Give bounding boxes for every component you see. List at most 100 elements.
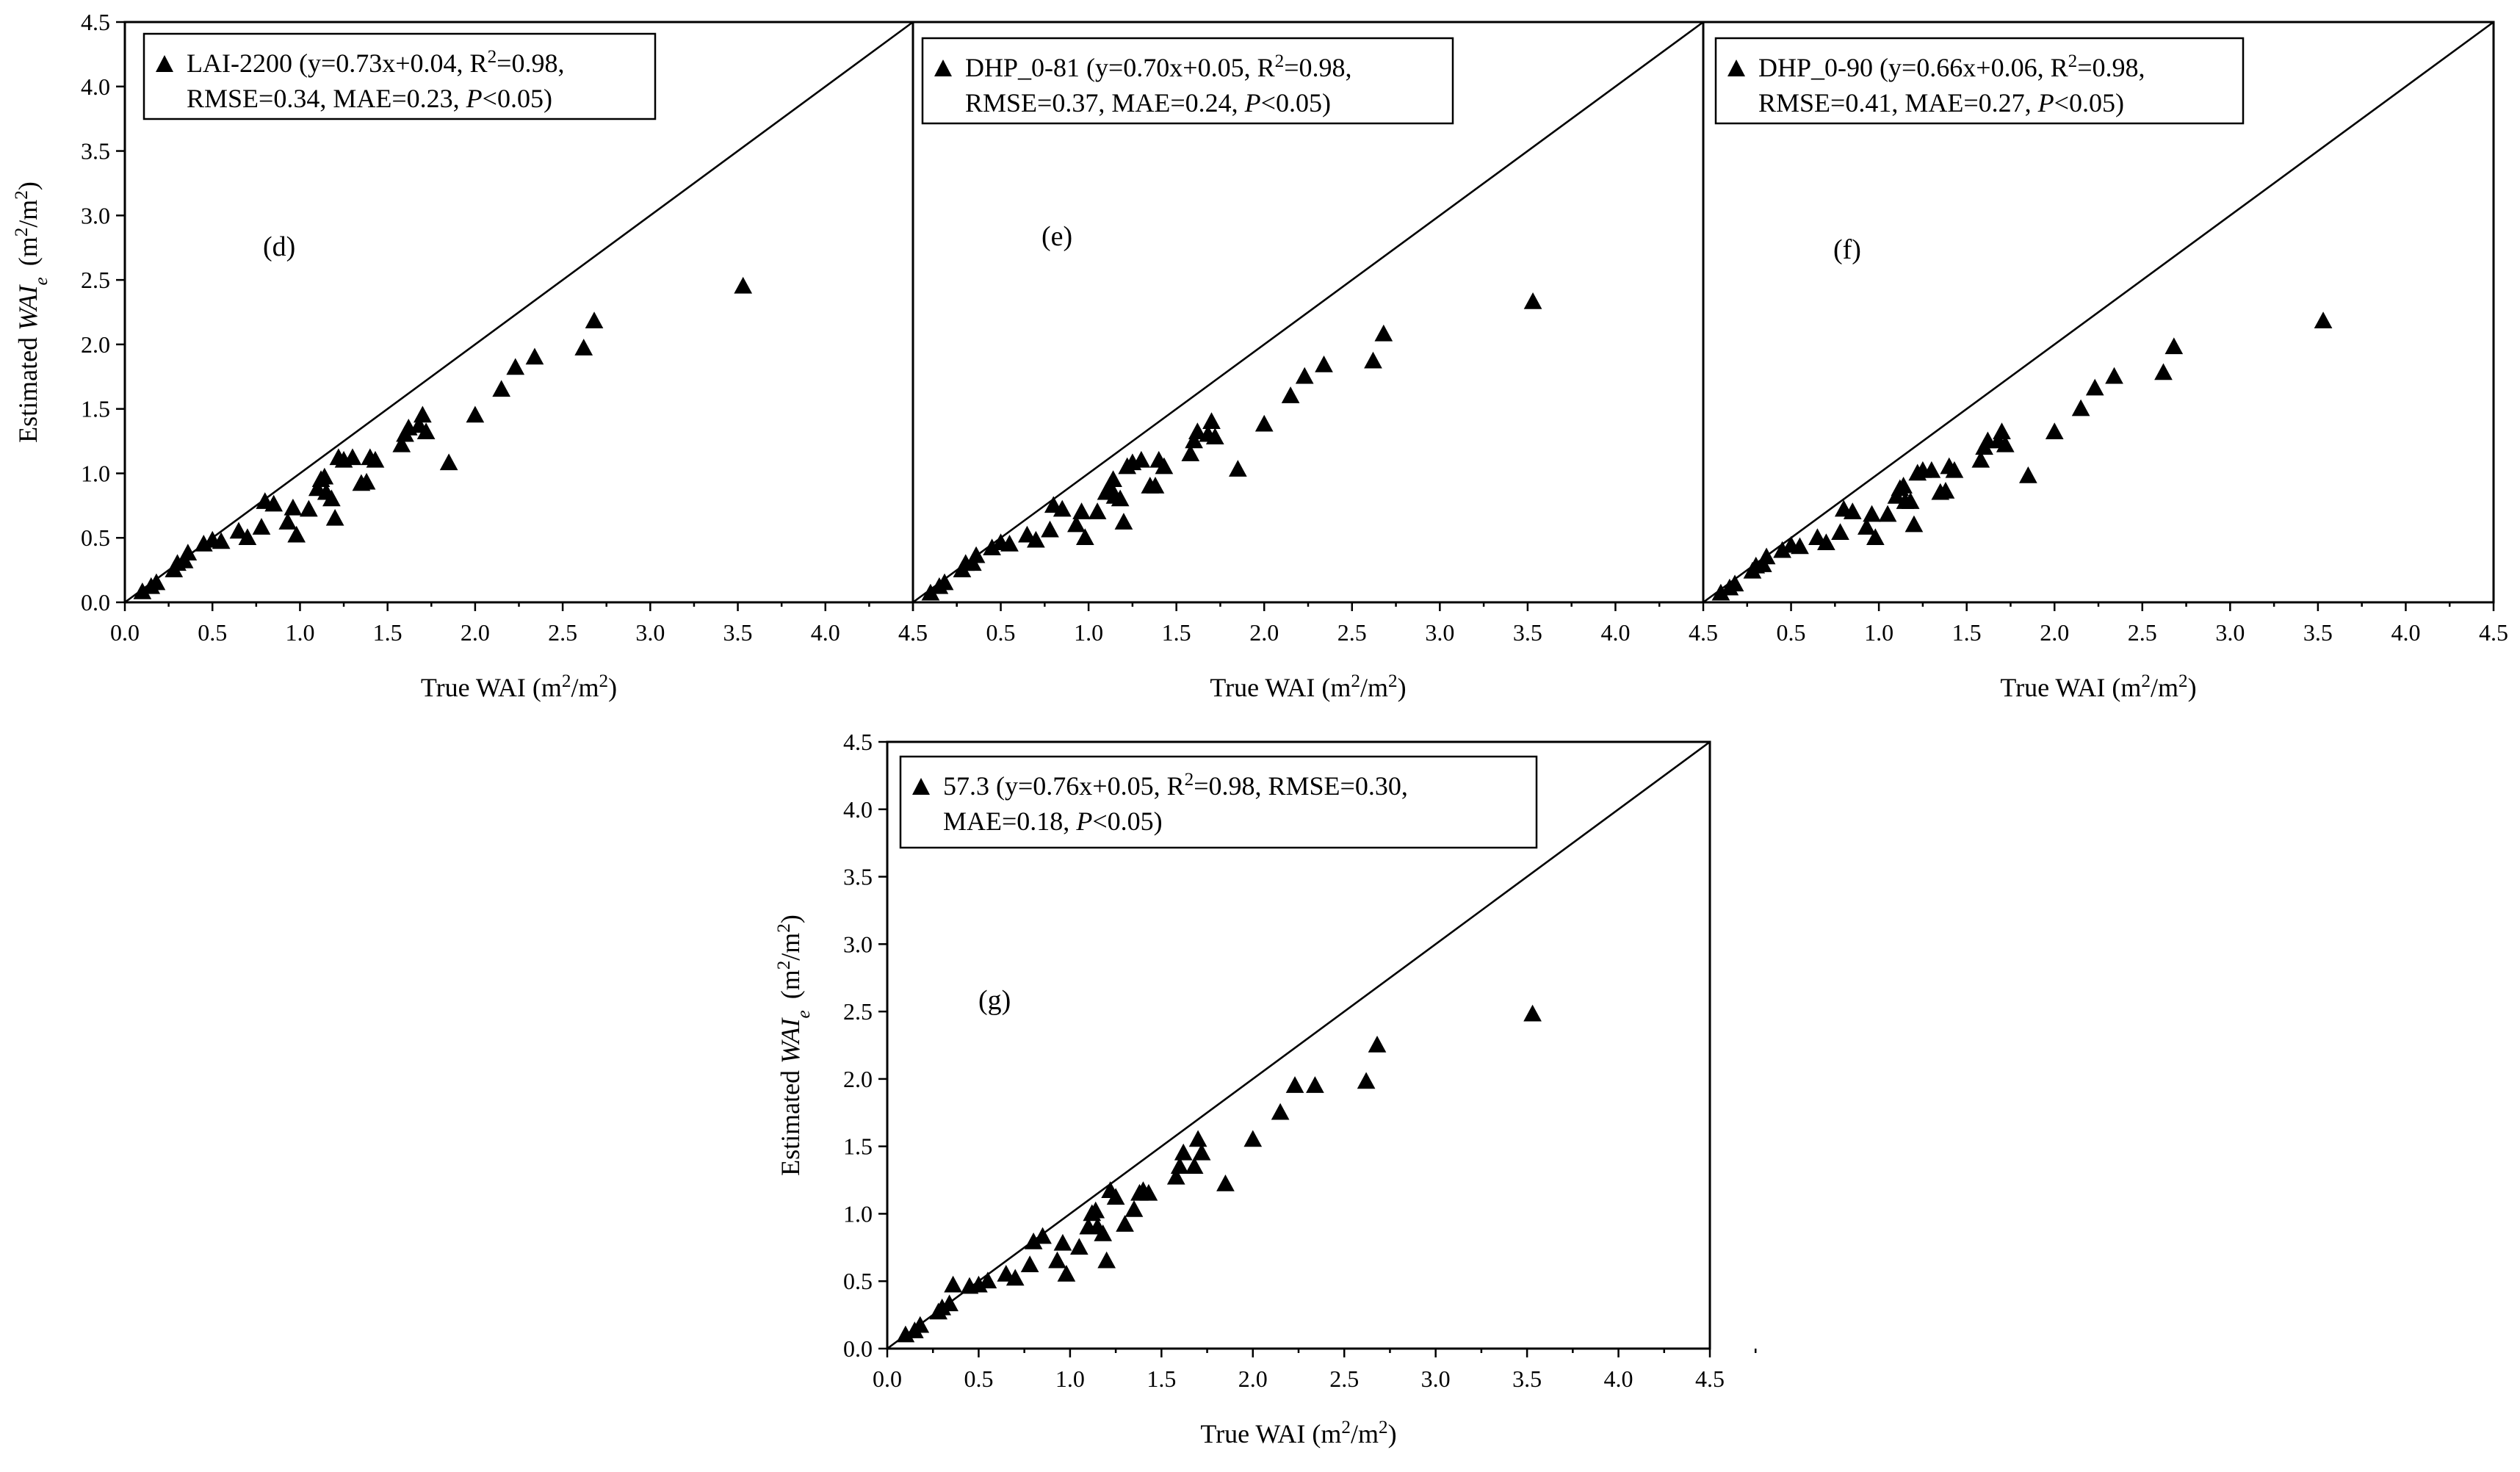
- data-point: [1725, 574, 1744, 592]
- y-tick-label: 1.5: [81, 396, 110, 422]
- data-point: [1894, 477, 1913, 494]
- y-tick-label: 4.5: [843, 729, 873, 755]
- x-tick-label: 0.5: [198, 619, 227, 646]
- y-tick-label: 4.5: [81, 9, 110, 35]
- data-point: [967, 546, 986, 563]
- data-point: [1053, 1233, 1072, 1251]
- x-tick-label: 1.5: [1952, 619, 1982, 646]
- legend-marker: [1727, 59, 1745, 76]
- x-tick-label: 3.5: [1513, 619, 1542, 646]
- data-point: [1185, 1157, 1204, 1174]
- data-point: [133, 582, 152, 599]
- data-point: [585, 311, 604, 329]
- x-tick-label: 4.5: [898, 619, 928, 646]
- legend-box: [1714, 37, 2245, 125]
- data-point: [1285, 1076, 1304, 1093]
- data-point: [1181, 444, 1200, 461]
- data-point: [1878, 505, 1897, 522]
- chart-panel-3: 4.5 0.5 1.0 1.5 2.0 2.5 3.0 3.5 4.0 4.5 True WAI (…: [1689, 21, 2508, 702]
- legend-box: [921, 37, 1454, 125]
- data-point: [2154, 363, 2173, 380]
- data-point: [1936, 482, 1955, 499]
- data-point: [1155, 457, 1174, 475]
- data-point: [1993, 422, 2011, 440]
- data-point: [1104, 470, 1122, 487]
- data-point: [1773, 541, 1791, 558]
- y-tick-label: 0.0: [81, 589, 110, 616]
- data-point: [1243, 1130, 1263, 1147]
- data-point: [1097, 1251, 1116, 1269]
- data-point: [1139, 1183, 1158, 1201]
- data-point: [978, 1271, 997, 1288]
- chart-panel-1: 0.0 0.5 1.0 1.5 2.0 2.5 3.0 3.5 4.0 4.5 0.0 0.5 1.0 1…: [12, 9, 958, 702]
- x-tick-label: 0.0: [873, 1365, 902, 1392]
- data-point: [252, 518, 271, 535]
- data-point: [2085, 378, 2104, 396]
- y-tick-label: 3.0: [81, 202, 110, 228]
- y-tick-label: 3.5: [81, 138, 110, 165]
- one-to-one-line: [124, 21, 914, 604]
- x-tick-label: 4.5: [2479, 619, 2508, 646]
- x-axis-title: True WAI (m2/m2): [1210, 671, 1406, 703]
- data-point: [1945, 461, 1964, 478]
- data-point: [983, 538, 1001, 556]
- data-point: [921, 583, 940, 601]
- data-point: [414, 405, 432, 423]
- data-point: [1901, 492, 1920, 509]
- data-point: [1057, 1265, 1076, 1282]
- data-point: [1863, 505, 1881, 522]
- data-point: [343, 448, 362, 466]
- x-tick-label: 1.5: [373, 619, 402, 646]
- data-point: [1971, 450, 1990, 468]
- data-point: [1111, 489, 1130, 507]
- y-tick-label: 3.0: [843, 931, 873, 957]
- data-point: [1357, 1072, 1376, 1089]
- x-tick-label: 4.0: [1600, 619, 1630, 646]
- data-point: [278, 513, 297, 530]
- legend-marker: [934, 59, 952, 76]
- data-point: [1808, 528, 1827, 545]
- data-point: [1020, 1255, 1039, 1272]
- data-point: [911, 1316, 930, 1333]
- x-tick-label: 2.5: [548, 619, 577, 646]
- legend-marker: [156, 55, 173, 72]
- data-point: [1114, 513, 1133, 530]
- x-tick-label: 4.0: [811, 619, 840, 646]
- x-tick-label: 2.0: [1249, 619, 1279, 646]
- data-point: [1831, 523, 1849, 540]
- panel-label: (f): [1833, 234, 1861, 265]
- x-tick-label: 3.0: [1425, 619, 1454, 646]
- panel-label: (g): [978, 985, 1011, 1016]
- one-to-one-line: [887, 740, 1711, 1350]
- chart-panel-4: 0.0 0.5 1.0 1.5 2.0 2.5 3.0 3.5 4.0 4.5 0.0 0.5 1.0 1…: [774, 729, 1757, 1448]
- data-point: [1116, 1215, 1134, 1232]
- data-point: [944, 1275, 962, 1293]
- data-point: [466, 405, 485, 423]
- data-point: [1857, 518, 1876, 535]
- data-point: [325, 508, 344, 526]
- data-point: [1757, 547, 1776, 565]
- x-tick-label: 0.0: [110, 619, 140, 646]
- x-tick-label: 2.5: [1337, 619, 1367, 646]
- data-point: [2019, 466, 2037, 483]
- data-point: [392, 435, 411, 452]
- data-point: [1711, 583, 1730, 601]
- y-tick-label: 4.0: [81, 73, 110, 100]
- data-point: [1174, 1143, 1193, 1161]
- data-point: [1106, 1188, 1125, 1205]
- data-point: [315, 467, 334, 485]
- y-tick-label: 2.0: [843, 1066, 873, 1092]
- legend-line-1: 57.3 (y=0.76x+0.05, R2=0.98, RMSE=0.30,: [943, 770, 1408, 801]
- data-point: [574, 339, 593, 356]
- y-tick-label: 0.5: [843, 1268, 873, 1294]
- data-point: [2071, 399, 2090, 416]
- data-point: [2105, 367, 2123, 384]
- x-tick-label: 2.0: [1238, 1365, 1268, 1392]
- legend-line-1: DHP_0-90 (y=0.66x+0.06, R2=0.98,: [1758, 51, 2145, 83]
- one-to-one-line: [1703, 21, 2494, 604]
- data-point: [1996, 435, 2015, 452]
- data-point: [1053, 499, 1072, 517]
- data-point: [1306, 1076, 1324, 1093]
- one-to-one-line: [912, 21, 1704, 604]
